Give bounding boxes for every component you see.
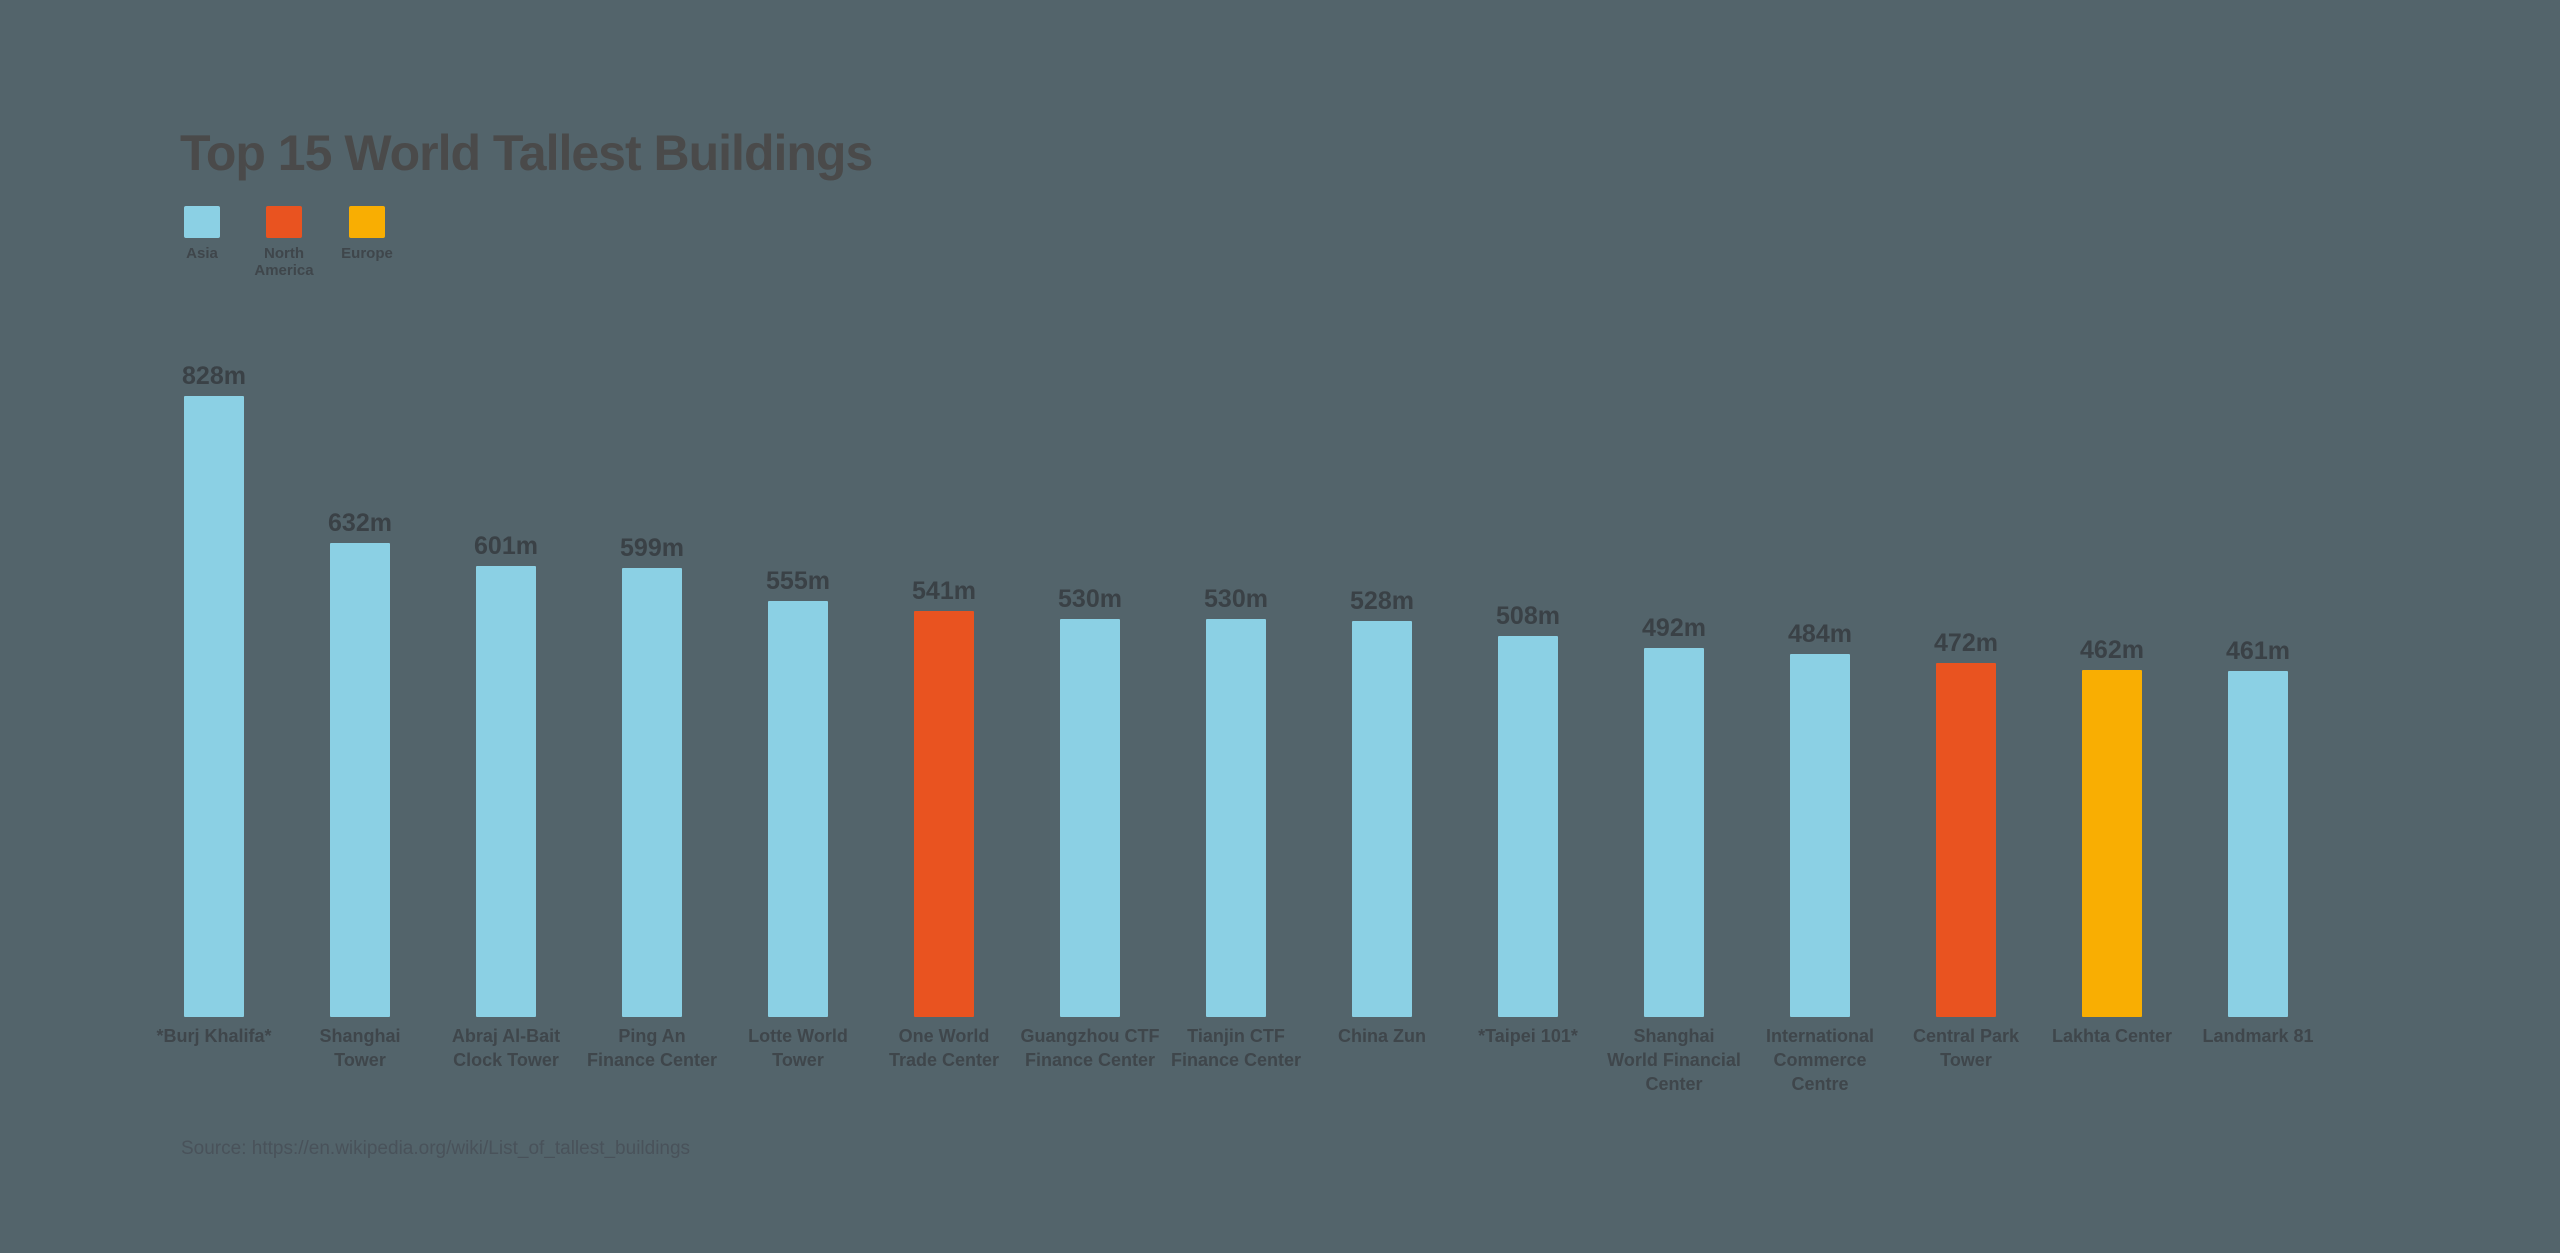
legend-label: Asia bbox=[186, 245, 218, 262]
bar-value-label: 530m bbox=[1204, 585, 1268, 613]
category-label: One World Trade Center bbox=[888, 1026, 1000, 1070]
bar-value-label: 461m bbox=[2226, 637, 2290, 665]
category-label: International Commerce Centre bbox=[1765, 1026, 1874, 1094]
chart-column: 828m bbox=[141, 362, 287, 1017]
chart-column: 530m bbox=[1017, 585, 1163, 1017]
bar-asia bbox=[1790, 654, 1850, 1017]
chart-column: 528m bbox=[1309, 587, 1455, 1017]
bar-asia bbox=[1644, 648, 1704, 1017]
bar-asia bbox=[1352, 621, 1412, 1017]
bar-value-label: 530m bbox=[1058, 585, 1122, 613]
bar-value-label: 492m bbox=[1642, 614, 1706, 642]
bar-value-label: 601m bbox=[474, 532, 538, 560]
bar-value-label: 599m bbox=[620, 534, 684, 562]
chart-column: 472m bbox=[1893, 629, 2039, 1017]
bar-value-label: 541m bbox=[912, 577, 976, 605]
category-label: Guangzhou CTF Finance Center bbox=[1020, 1026, 1160, 1070]
category-label: *Taipei 101* bbox=[1478, 1026, 1578, 1046]
category-label: Tianjin CTF Finance Center bbox=[1170, 1026, 1302, 1070]
legend-label: North America bbox=[254, 245, 314, 279]
bar-chart-plot-area: 828m 632m 601m 599m 555m 541m 530m 530m 528m 508m… bbox=[141, 362, 2331, 1017]
bar-value-label: 632m bbox=[328, 509, 392, 537]
bar-value-label: 508m bbox=[1496, 602, 1560, 630]
chart-column: 492m bbox=[1601, 614, 1747, 1017]
bar-value-label: 484m bbox=[1788, 620, 1852, 648]
category-label: Abraj Al-Bait Clock Tower bbox=[451, 1026, 561, 1070]
bar-north_america bbox=[1936, 663, 1996, 1017]
category-label: Lotte World Tower bbox=[748, 1026, 848, 1070]
category-label: Lakhta Center bbox=[2051, 1026, 2173, 1046]
chart-column: 461m bbox=[2185, 637, 2331, 1017]
category-label: China Zun bbox=[1338, 1026, 1426, 1046]
chart-column: 484m bbox=[1747, 620, 1893, 1017]
chart-column: 555m bbox=[725, 567, 871, 1017]
chart-legend: Asia North America Europe bbox=[0, 206, 2560, 316]
bar-value-label: 828m bbox=[182, 362, 246, 390]
category-label: Shanghai Tower bbox=[319, 1026, 401, 1070]
bar-value-label: 528m bbox=[1350, 587, 1414, 615]
chart-column: 599m bbox=[579, 534, 725, 1017]
bar-asia bbox=[1206, 619, 1266, 1017]
chart-column: 632m bbox=[287, 509, 433, 1017]
bar-north_america bbox=[914, 611, 974, 1017]
chart-column: 541m bbox=[871, 577, 1017, 1017]
source-attribution: Source: https://en.wikipedia.org/wiki/Li… bbox=[181, 1138, 691, 1159]
bar-value-label: 555m bbox=[766, 567, 830, 595]
bar-asia bbox=[1060, 619, 1120, 1017]
category-label: *Burj Khalifa* bbox=[156, 1026, 272, 1046]
legend-swatch-europe bbox=[349, 206, 385, 238]
bar-europe bbox=[2082, 670, 2142, 1017]
chart-column: 530m bbox=[1163, 585, 1309, 1017]
category-label: Central Park Tower bbox=[1912, 1026, 2020, 1070]
chart-column: 508m bbox=[1455, 602, 1601, 1017]
bar-asia bbox=[476, 566, 536, 1017]
bar-value-label: 462m bbox=[2080, 636, 2144, 664]
bar-value-label: 472m bbox=[1934, 629, 1998, 657]
chart-column: 462m bbox=[2039, 636, 2185, 1017]
category-label: Shanghai World Financial Center bbox=[1607, 1026, 1741, 1094]
category-label: Landmark 81 bbox=[2202, 1026, 2314, 1046]
bar-asia bbox=[184, 396, 244, 1017]
bar-asia bbox=[768, 601, 828, 1017]
bar-asia bbox=[1498, 636, 1558, 1017]
category-label: Ping An Finance Center bbox=[586, 1026, 718, 1070]
category-axis-labels: *Burj Khalifa* Shanghai Tower Abraj Al-Bai… bbox=[141, 1024, 2331, 1096]
legend-swatch-north_america bbox=[266, 206, 302, 238]
bar-asia bbox=[330, 543, 390, 1017]
chart-title: Top 15 World Tallest Buildings bbox=[180, 125, 873, 181]
legend-swatch-asia bbox=[184, 206, 220, 238]
chart-column: 601m bbox=[433, 532, 579, 1017]
bar-asia bbox=[2228, 671, 2288, 1017]
legend-label: Europe bbox=[341, 245, 393, 262]
bar-asia bbox=[622, 568, 682, 1017]
